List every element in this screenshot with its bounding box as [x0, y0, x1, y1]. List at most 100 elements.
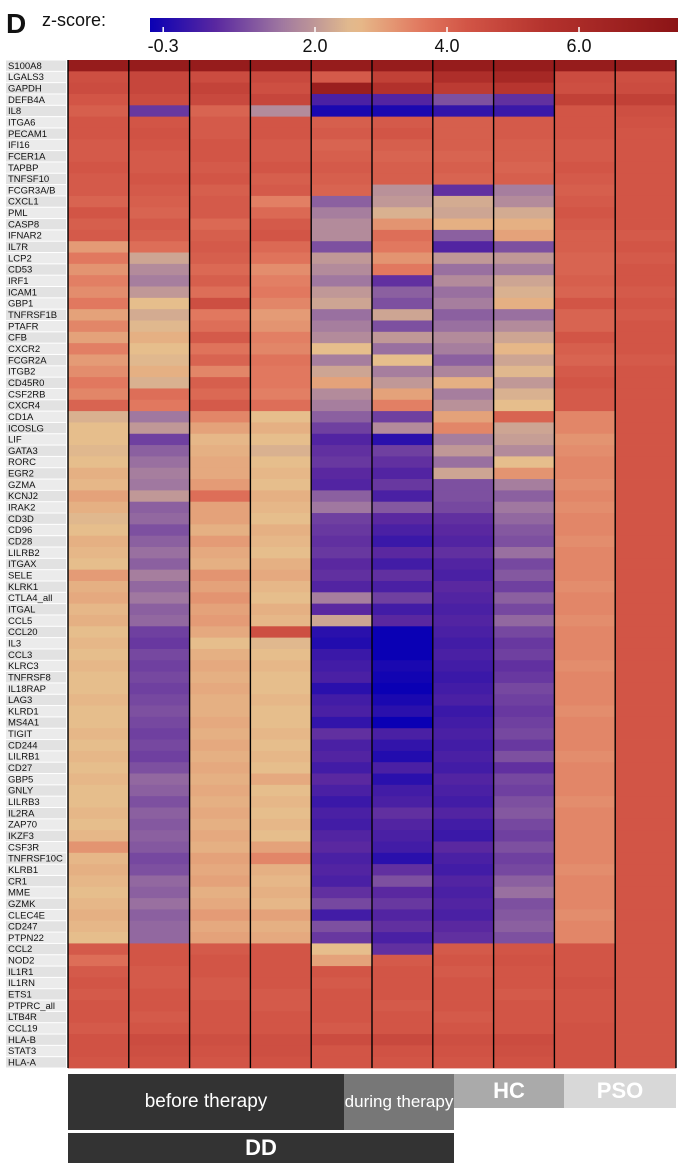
- heatmap-cell: [311, 1000, 373, 1012]
- heatmap-cell: [372, 71, 434, 84]
- heatmap-cell: [372, 1000, 434, 1012]
- row-label: GNLY: [8, 786, 34, 797]
- heatmap-cell: [189, 411, 251, 423]
- heatmap-cell: [615, 750, 677, 763]
- heatmap-cell: [554, 671, 616, 684]
- heatmap-cell: [311, 365, 373, 378]
- heatmap-cell: [372, 207, 434, 219]
- colorbar-tick-label: 6.0: [566, 36, 591, 56]
- heatmap-cell: [68, 1045, 130, 1058]
- heatmap-cell: [128, 1034, 190, 1046]
- heatmap-cell: [189, 195, 251, 208]
- heatmap-cell: [615, 830, 677, 842]
- heatmap-cell: [493, 320, 555, 333]
- heatmap-cell: [372, 694, 434, 706]
- heatmap-cell: [615, 988, 677, 1001]
- row-label-bg: [6, 94, 66, 105]
- heatmap-cell: [250, 841, 312, 854]
- heatmap-cell: [615, 229, 677, 242]
- heatmap-cell: [68, 82, 130, 95]
- heatmap-cell: [250, 739, 312, 752]
- row-label: S100A8: [8, 61, 42, 72]
- row-label: ZAP70: [8, 820, 37, 831]
- row-label-bg: [6, 875, 66, 887]
- row-label-bg: [6, 309, 66, 320]
- heatmap-cell: [493, 592, 555, 605]
- heatmap-cell: [554, 1011, 616, 1024]
- heatmap-cell: [493, 377, 555, 389]
- heatmap-cell: [432, 1022, 494, 1035]
- heatmap-cell: [615, 547, 677, 559]
- heatmap-cell: [311, 716, 373, 729]
- heatmap-cell: [311, 841, 373, 854]
- heatmap-cell: [68, 920, 130, 933]
- heatmap-cell: [311, 207, 373, 219]
- heatmap-cell: [128, 920, 190, 933]
- heatmap-cell: [554, 864, 616, 876]
- heatmap-cell: [68, 671, 130, 684]
- heatmap-cell: [128, 71, 190, 84]
- heatmap-cell: [68, 977, 130, 990]
- heatmap-cell: [554, 1000, 616, 1012]
- heatmap-cell: [68, 490, 130, 503]
- heatmap-cell: [432, 671, 494, 684]
- heatmap-cell: [493, 750, 555, 763]
- heatmap-cell: [554, 173, 616, 185]
- heatmap-cell: [68, 105, 130, 118]
- heatmap-cell: [554, 603, 616, 616]
- heatmap-cell: [493, 1034, 555, 1046]
- heatmap-cell: [372, 580, 434, 593]
- row-label: GAPDH: [8, 83, 42, 94]
- heatmap-cell: [68, 207, 130, 219]
- heatmap-cell: [615, 1000, 677, 1012]
- heatmap-cell: [615, 456, 677, 469]
- heatmap-cell: [372, 275, 434, 287]
- heatmap-cell: [493, 150, 555, 163]
- row-label-bg: [6, 977, 66, 989]
- heatmap-cell: [432, 422, 494, 435]
- heatmap-cell: [432, 411, 494, 423]
- heatmap-cell: [615, 139, 677, 152]
- heatmap-cell: [372, 411, 434, 423]
- heatmap-cell: [493, 116, 555, 129]
- heatmap-cell: [250, 864, 312, 876]
- row-label-bg: [6, 332, 66, 343]
- heatmap-cell: [432, 479, 494, 491]
- heatmap-cell: [554, 626, 616, 639]
- heatmap-cell: [189, 343, 251, 355]
- heatmap-cell: [615, 943, 677, 956]
- heatmap-cell: [493, 682, 555, 695]
- heatmap-cell: [311, 660, 373, 672]
- heatmap-cell: [615, 716, 677, 729]
- heatmap-cell: [128, 1011, 190, 1024]
- heatmap-cell: [189, 966, 251, 978]
- heatmap-cell: [189, 263, 251, 276]
- heatmap-cell: [128, 830, 190, 842]
- heatmap-cell: [372, 1034, 434, 1046]
- heatmap-cell: [189, 784, 251, 797]
- row-label-bg: [6, 388, 66, 400]
- heatmap-cell: [311, 909, 373, 922]
- heatmap-cell: [372, 739, 434, 752]
- heatmap-cell: [128, 365, 190, 378]
- row-label: NOD2: [8, 956, 34, 967]
- colorbar-tick-label: -0.3: [148, 36, 179, 56]
- heatmap-cell: [372, 705, 434, 718]
- heatmap-cell: [493, 252, 555, 265]
- heatmap-cell: [311, 105, 373, 118]
- heatmap-cell: [615, 343, 677, 355]
- heatmap-cell: [189, 954, 251, 967]
- heatmap-cell: [615, 320, 677, 333]
- heatmap-cell: [68, 694, 130, 706]
- row-label-bg: [6, 649, 66, 660]
- heatmap-cell: [615, 614, 677, 627]
- heatmap-cell: [68, 807, 130, 820]
- heatmap-cell: [615, 82, 677, 95]
- heatmap-cell: [432, 1000, 494, 1012]
- heatmap-cell: [615, 309, 677, 321]
- heatmap-cell: [311, 694, 373, 706]
- heatmap-cell: [554, 682, 616, 695]
- heatmap-cell: [432, 150, 494, 163]
- heatmap-cell: [311, 411, 373, 423]
- heatmap-cell: [128, 456, 190, 469]
